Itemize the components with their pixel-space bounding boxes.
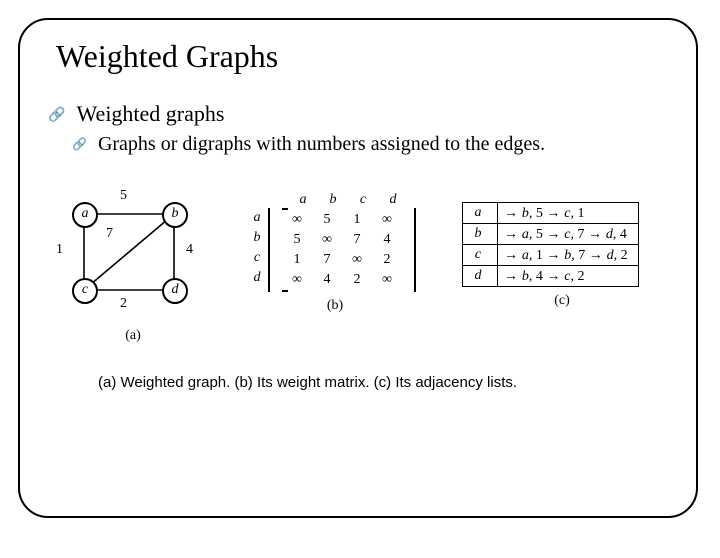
slide-frame: Weighted Graphs Weighted graphs Graphs o… [18,18,698,518]
matrix-col-header: c [348,192,378,208]
graph-node: b [162,202,188,228]
adjlist-row: a→ b, 5 → c, 1 [463,203,639,224]
matrix-cell: ∞ [372,210,402,230]
adjlist-row: c→ a, 1 → b, 7 → d, 2 [463,245,639,266]
figure-caption: (a) Weighted graph. (b) Its weight matri… [98,374,696,391]
matrix-cell: 5 [312,210,342,230]
matrix-row: 5∞74 [282,230,402,250]
graph-node: a [72,202,98,228]
adjlist-vertex: d [463,266,498,287]
matrix-row-header: b [250,228,264,248]
graph-node: d [162,278,188,304]
adjlist-vertex: a [463,203,498,224]
adjlist-vertex: b [463,224,498,245]
figure-row: abcd51427 (a) abcd abcd ∞51∞5∞7417∞2∞42∞… [58,192,696,344]
matrix-col-header: d [378,192,408,208]
matrix-row-headers: abcd [250,208,264,292]
matrix-row-header: d [250,268,264,288]
matrix-column-headers: abcd [276,192,420,208]
matrix-row: 17∞2 [282,250,402,270]
matrix-cell: 7 [312,250,342,270]
matrix-col-header: a [288,192,318,208]
figure-b-matrix: abcd abcd ∞51∞5∞7417∞2∞42∞ (b) [250,192,420,314]
edge-weight-label: 7 [106,226,113,242]
matrix-cell: 4 [372,230,402,250]
matrix-cell: 2 [342,270,372,290]
matrix-cell: ∞ [312,230,342,250]
label-c: (c) [462,293,662,309]
bullet2-text: Graphs or digraphs with numbers assigned… [98,133,545,155]
figure-a-graph: abcd51427 (a) [58,192,208,344]
matrix-cell: ∞ [372,270,402,290]
matrix-body-wrap: abcd ∞51∞5∞7417∞2∞42∞ [250,208,420,292]
matrix-cell: 7 [342,230,372,250]
adjlist-entries: → b, 5 → c, 1 [498,203,639,224]
edge-weight-label: 1 [56,242,63,258]
adjlist-entries: → a, 1 → b, 7 → d, 2 [498,245,639,266]
label-b: (b) [250,298,420,314]
edge-weight-label: 5 [120,188,127,204]
adjlist-row: b→ a, 5 → c, 7 → d, 4 [463,224,639,245]
bullet-weighted-graphs: Weighted graphs [48,101,696,127]
figure-c-adjlist: a→ b, 5 → c, 1b→ a, 5 → c, 7 → d, 4c→ a,… [462,202,662,309]
adjacency-list-table: a→ b, 5 → c, 1b→ a, 5 → c, 7 → d, 4c→ a,… [462,202,639,287]
edge-weight-label: 4 [186,242,193,258]
label-a: (a) [58,328,208,344]
matrix-row: ∞51∞ [282,210,402,230]
bullet1-text: Weighted graphs [77,101,225,126]
adjlist-entries: → a, 5 → c, 7 → d, 4 [498,224,639,245]
adjlist-row: d→ b, 4 → c, 2 [463,266,639,287]
matrix-cell: 1 [342,210,372,230]
matrix-cell: 1 [282,250,312,270]
adjlist-entries: → b, 4 → c, 2 [498,266,639,287]
adjlist-vertex: c [463,245,498,266]
matrix-cell: 2 [372,250,402,270]
matrix-col-header: b [318,192,348,208]
matrix-cell: ∞ [282,270,312,290]
matrix-cell: ∞ [282,210,312,230]
matrix-row-header: a [250,208,264,228]
weight-matrix: ∞51∞5∞7417∞2∞42∞ [268,208,416,292]
graph-node: c [72,278,98,304]
matrix-cell: ∞ [342,250,372,270]
matrix-cell: 5 [282,230,312,250]
bullet-definition: Graphs or digraphs with numbers assigned… [72,133,696,156]
matrix-row-header: c [250,248,264,268]
matrix-cell: 4 [312,270,342,290]
edge-weight-label: 2 [120,296,127,312]
slide-title: Weighted Graphs [56,38,696,75]
matrix-row: ∞42∞ [282,270,402,290]
graph-canvas: abcd51427 [58,192,208,322]
